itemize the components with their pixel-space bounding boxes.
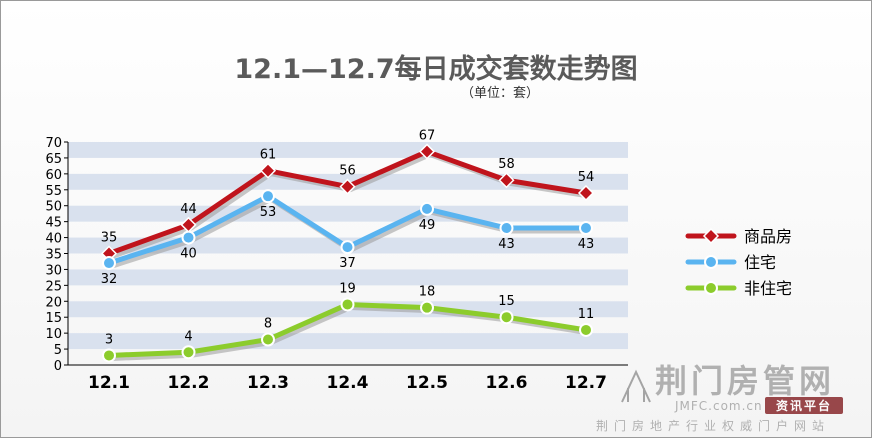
data-point-circle xyxy=(261,189,275,204)
data-point-circle xyxy=(499,221,514,236)
data-label: 49 xyxy=(419,218,436,233)
data-label: 32 xyxy=(101,272,118,287)
x-tick-label: 12.6 xyxy=(486,373,528,393)
y-tick-label: 60 xyxy=(45,168,62,183)
grid-band xyxy=(68,142,628,158)
data-point-circle xyxy=(102,256,116,271)
y-tick-label: 0 xyxy=(54,359,62,374)
grid-band xyxy=(68,333,628,350)
x-tick-label: 12.5 xyxy=(406,373,448,393)
grid-band xyxy=(68,205,628,222)
watermark-badge-bg xyxy=(765,397,843,414)
data-point-circle xyxy=(340,297,355,312)
chart-title: 12.1—12.7每日成交套数走势图 xyxy=(234,53,637,85)
x-tick-label: 12.1 xyxy=(88,373,130,393)
y-tick-label: 30 xyxy=(45,263,62,278)
y-tick-label: 65 xyxy=(45,152,62,167)
y-tick-label: 55 xyxy=(45,184,62,199)
data-label: 4 xyxy=(184,329,192,344)
data-label: 18 xyxy=(419,285,436,300)
grid-band xyxy=(68,269,628,286)
watermark-name: 荆门房管网 xyxy=(655,362,835,400)
watermark-house-logo xyxy=(621,369,651,403)
legend-label: 非住宅 xyxy=(744,279,792,298)
legend-label: 住宅 xyxy=(744,253,776,272)
data-point-circle xyxy=(261,332,275,347)
x-tick-label: 12.7 xyxy=(565,373,607,393)
data-label: 61 xyxy=(260,148,277,163)
y-tick-label: 15 xyxy=(45,311,62,326)
data-label: 43 xyxy=(498,237,515,252)
data-point-diamond xyxy=(418,143,436,160)
data-point-circle xyxy=(102,348,116,363)
data-point-diamond xyxy=(339,178,356,195)
data-label: 40 xyxy=(180,247,197,262)
data-point-circle xyxy=(420,300,434,315)
legend-label: 商品房 xyxy=(744,227,792,246)
data-label: 58 xyxy=(498,157,515,172)
x-tick-label: 12.4 xyxy=(327,373,369,393)
data-label: 53 xyxy=(260,205,277,220)
legend-marker xyxy=(704,281,718,295)
data-label: 19 xyxy=(339,281,356,296)
data-label: 43 xyxy=(578,237,595,252)
data-point-diamond xyxy=(498,172,515,189)
y-tick-label: 25 xyxy=(45,279,62,294)
x-tick-label: 12.3 xyxy=(247,373,289,393)
data-label: 35 xyxy=(101,231,118,246)
y-tick-label: 20 xyxy=(45,295,62,310)
y-tick-label: 10 xyxy=(45,327,62,342)
y-tick-label: 35 xyxy=(45,248,62,263)
data-label: 15 xyxy=(498,294,515,309)
data-point-circle xyxy=(340,240,355,255)
legend-marker xyxy=(702,227,720,245)
data-label: 37 xyxy=(339,256,356,271)
data-point-circle xyxy=(420,201,434,216)
chart-subtitle: （单位：套） xyxy=(461,85,539,101)
data-point-circle xyxy=(499,310,514,325)
watermark: 荆门房管网 JMFC.com.cn 资讯平台 荆门房地产行业权威门户网站 xyxy=(596,362,843,433)
y-tick-label: 5 xyxy=(54,343,62,358)
y-tick-label: 40 xyxy=(45,232,62,247)
legend-marker xyxy=(704,255,718,269)
data-label: 11 xyxy=(578,307,595,322)
data-label: 3 xyxy=(105,332,113,347)
data-point-diamond xyxy=(577,184,595,202)
data-label: 44 xyxy=(180,202,197,217)
watermark-slogan: 荆门房地产行业权威门户网站 xyxy=(596,418,830,433)
data-point-circle xyxy=(579,322,593,337)
data-label: 67 xyxy=(419,129,436,144)
data-point-circle xyxy=(181,230,196,245)
data-label: 8 xyxy=(264,317,272,332)
data-point-diamond xyxy=(259,162,277,179)
watermark-domain: JMFC.com.cn xyxy=(674,399,763,413)
watermark-badge: 资讯平台 xyxy=(776,398,832,413)
y-tick-label: 50 xyxy=(45,200,62,215)
x-tick-label: 12.2 xyxy=(168,373,210,393)
data-label: 54 xyxy=(578,170,595,185)
data-label: 56 xyxy=(339,164,356,179)
data-point-circle xyxy=(579,221,593,236)
y-tick-label: 45 xyxy=(45,216,62,231)
y-tick-label: 70 xyxy=(45,136,62,151)
data-point-circle xyxy=(181,345,196,360)
